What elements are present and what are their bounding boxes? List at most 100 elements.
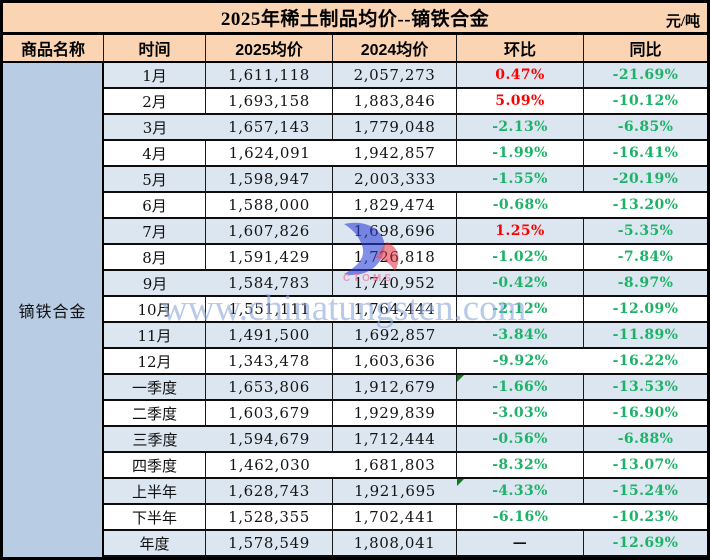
cell-period: 上半年 — [104, 479, 206, 505]
cell-period-value: 9月 — [142, 274, 168, 293]
cell-period: 3月 — [104, 115, 206, 141]
cell-avg2025-value: 1,594,679 — [228, 430, 310, 448]
cell-mom: -3.03% — [457, 401, 584, 427]
cell-mom: -4.33% — [457, 479, 584, 505]
cell-avg2024-value: 1,603,636 — [353, 352, 436, 370]
page-title: 2025年稀土制品均价--镝铁合金 — [220, 9, 490, 30]
cell-avg2025-value: 1,607,826 — [228, 222, 310, 240]
cell-period: 9月 — [104, 271, 206, 297]
cell-avg2024: 1,702,441 — [333, 505, 457, 531]
cell-avg2025-value: 1,611,118 — [228, 66, 310, 84]
cell-avg2025: 1,594,679 — [206, 427, 333, 453]
cell-mom-value: — — [512, 535, 528, 551]
cell-period: 10月 — [104, 297, 206, 323]
cell-yoy-value: -8.97% — [617, 275, 674, 291]
cell-avg2025: 1,551,111 — [206, 297, 333, 323]
cell-yoy-value: -13.53% — [612, 379, 679, 395]
cell-avg2024: 1,764,444 — [333, 297, 457, 323]
cell-yoy: -12.09% — [584, 297, 707, 323]
cell-yoy: -6.85% — [584, 115, 707, 141]
cell-yoy-value: -21.69% — [612, 67, 679, 83]
cell-yoy-value: -6.85% — [617, 119, 674, 135]
cell-yoy-value: -13.20% — [612, 197, 679, 213]
cell-avg2024: 1,740,952 — [333, 271, 457, 297]
cell-avg2025-value: 1,624,091 — [228, 144, 311, 162]
cell-mom-value: 1.25% — [495, 223, 545, 239]
cell-avg2024: 1,883,846 — [333, 89, 457, 115]
cell-avg2025: 1,491,500 — [206, 323, 333, 349]
cell-avg2024-value: 1,681,803 — [353, 456, 436, 474]
unit-label: 元/吨 — [665, 14, 700, 30]
cell-avg2024: 2,003,333 — [333, 167, 457, 193]
cell-avg2024: 1,912,679 — [333, 375, 457, 401]
cell-mom: -1.66% — [457, 375, 584, 401]
cell-avg2025: 1,611,118 — [206, 63, 333, 89]
cell-mom: -6.16% — [457, 505, 584, 531]
cell-mom: -9.92% — [457, 349, 584, 375]
cell-yoy-value: -10.12% — [612, 93, 679, 109]
cell-yoy: -13.53% — [584, 375, 707, 401]
cell-mom-value: -0.42% — [492, 275, 548, 291]
cell-period-value: 1月 — [142, 66, 167, 85]
cell-mom: -0.68% — [457, 193, 584, 219]
cell-avg2025-value: 1,657,143 — [228, 118, 310, 136]
cell-avg2024-value: 1,698,696 — [353, 222, 436, 240]
column-header-product: 商品名称 — [3, 35, 104, 63]
cell-mom-value: -1.02% — [492, 249, 548, 265]
cell-period: 三季度 — [104, 427, 206, 453]
cell-avg2024-value: 1,779,048 — [353, 118, 436, 136]
cell-avg2025-value: 1,653,806 — [228, 378, 310, 396]
cell-period: 二季度 — [104, 401, 206, 427]
cell-mom: -0.42% — [457, 271, 584, 297]
cell-period: 8月 — [104, 245, 206, 271]
cell-period: 11月 — [104, 323, 206, 349]
cell-avg2025-value: 1,693,158 — [228, 92, 310, 110]
cell-avg2024-value: 1,883,846 — [353, 92, 436, 110]
cell-mom: -2.13% — [457, 115, 584, 141]
cell-period: 四季度 — [104, 453, 206, 479]
cell-yoy: -16.41% — [584, 141, 707, 167]
cell-yoy-value: -16.41% — [612, 145, 679, 161]
cell-period-value: 上半年 — [131, 482, 177, 501]
cell-avg2025: 1,578,549 — [206, 531, 333, 557]
column-header-yoy: 同比 — [584, 35, 707, 63]
cell-period-value: 5月 — [142, 170, 167, 189]
cell-yoy: -12.69% — [584, 531, 707, 557]
cell-yoy: -21.69% — [584, 63, 707, 89]
cell-mom-value: -3.84% — [492, 327, 548, 343]
cell-mom: 5.09% — [457, 89, 584, 115]
cell-avg2025-value: 1,603,679 — [228, 404, 310, 422]
cell-period-value: 年度 — [139, 534, 170, 553]
cell-mom-value: -2.12% — [492, 301, 548, 317]
cell-avg2025-value: 1,628,743 — [228, 482, 310, 500]
cell-avg2025: 1,588,000 — [206, 193, 333, 219]
cell-avg2024: 1,779,048 — [333, 115, 457, 141]
cell-period-value: 6月 — [142, 196, 167, 215]
cell-avg2024: 1,726,818 — [333, 245, 457, 271]
cell-yoy-value: -16.90% — [612, 405, 679, 421]
column-header-avg2024: 2024均价 — [333, 35, 457, 63]
cell-mom-value: -3.03% — [492, 405, 548, 421]
cell-mom: -0.56% — [457, 427, 584, 453]
cell-yoy-value: -12.69% — [612, 535, 679, 551]
cell-avg2025: 1,628,743 — [206, 479, 333, 505]
cell-corner-marker — [457, 375, 464, 382]
cell-avg2024-value: 1,702,441 — [353, 508, 436, 526]
cell-avg2025: 1,584,783 — [206, 271, 333, 297]
cell-mom-value: -2.13% — [492, 119, 548, 135]
cell-avg2025-value: 1,462,030 — [228, 456, 311, 474]
cell-avg2024-value: 1,764,444 — [353, 300, 436, 318]
cell-yoy: -15.24% — [584, 479, 707, 505]
cell-yoy: -16.22% — [584, 349, 707, 375]
cell-mom-value: -6.16% — [492, 509, 549, 525]
cell-mom-value: -0.68% — [492, 197, 549, 213]
column-header-avg2025: 2025均价 — [206, 35, 333, 63]
cell-mom: 1.25% — [457, 219, 584, 245]
cell-yoy: -8.97% — [584, 271, 707, 297]
cell-period-value: 11月 — [137, 326, 172, 345]
cell-yoy: -5.35% — [584, 219, 707, 245]
cell-avg2024: 1,921,695 — [333, 479, 457, 505]
cell-avg2025-value: 1,343,478 — [228, 352, 310, 370]
cell-avg2025-value: 1,578,549 — [228, 534, 310, 552]
